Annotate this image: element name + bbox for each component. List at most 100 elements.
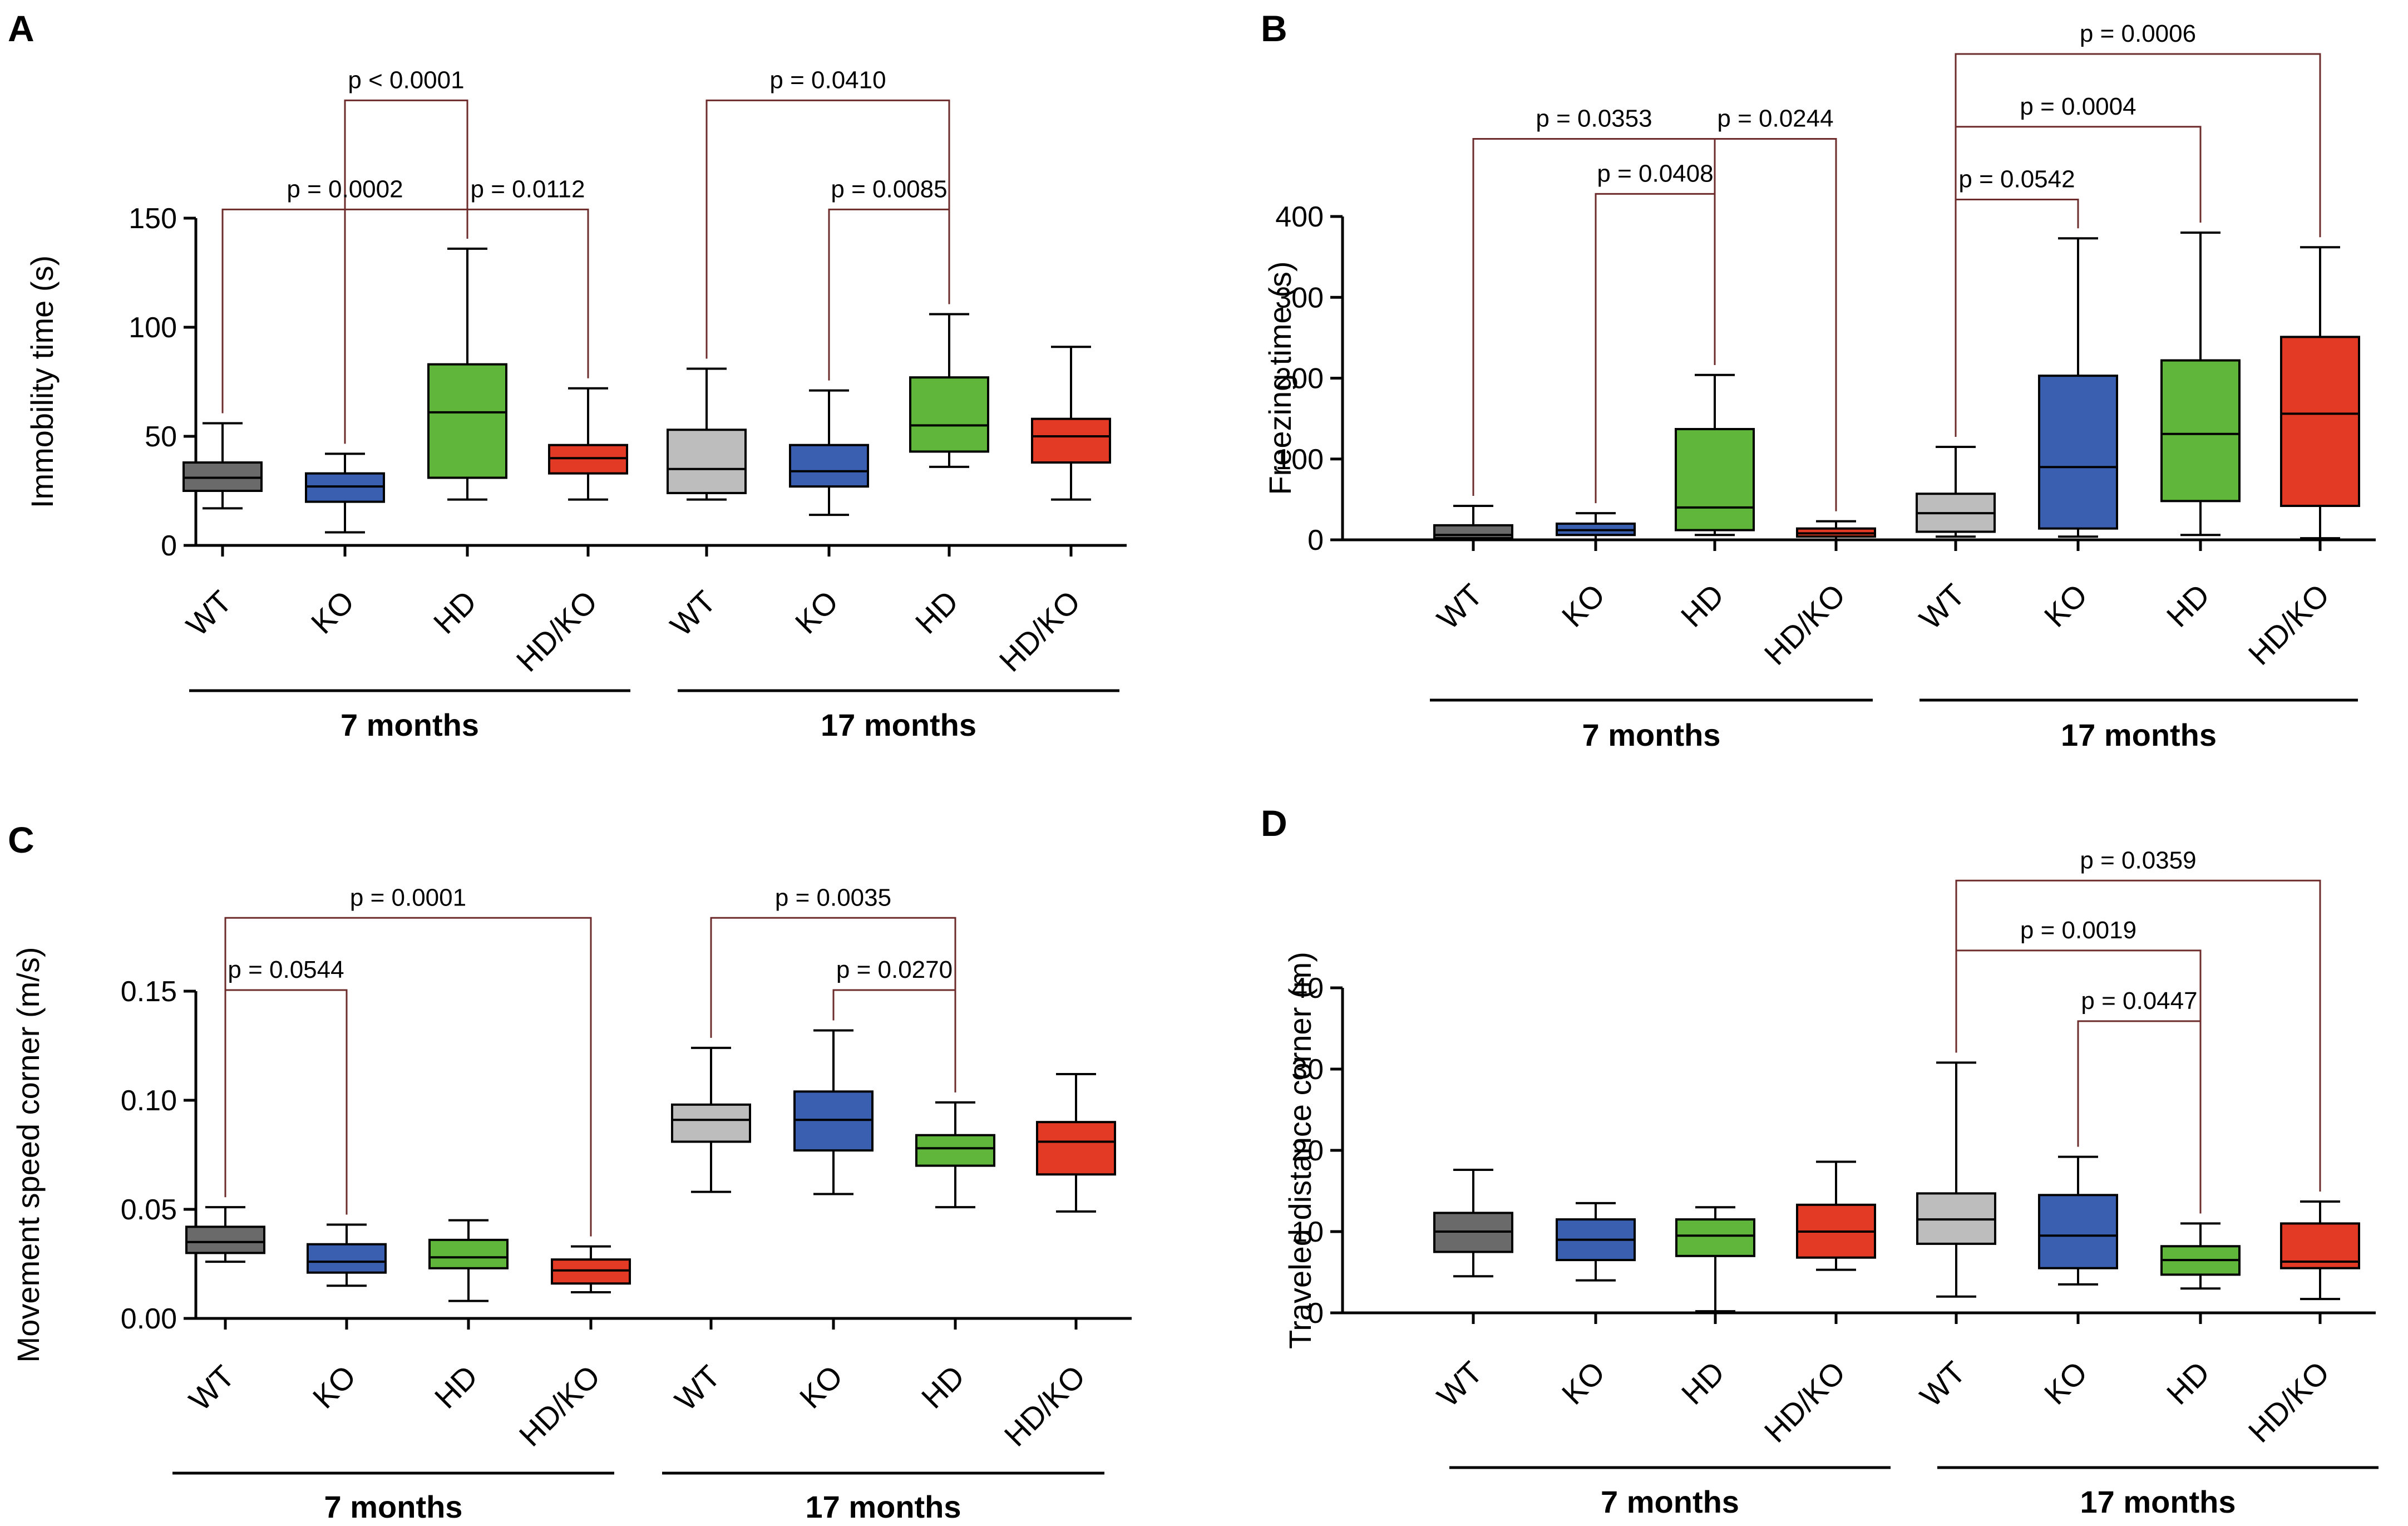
- category-label: HD: [909, 584, 965, 641]
- y-axis-title: Traveled distance corner (m): [1282, 952, 1318, 1349]
- category-label: KO: [1555, 1355, 1612, 1411]
- group-label: 17 months: [2061, 717, 2217, 752]
- p-value-label: p < 0.0001: [348, 66, 464, 93]
- category-label: WT: [663, 584, 722, 643]
- box-plot-6: [2038, 237, 2118, 538]
- p-value-label: p = 0.0006: [2080, 20, 2196, 47]
- category-label: WT: [1430, 1355, 1489, 1414]
- group-label: 7 months: [1582, 717, 1721, 752]
- box-plot-6: [793, 1029, 874, 1195]
- box-plot-1: [1433, 1169, 1513, 1278]
- bracket-line: [1955, 53, 2321, 437]
- significance-bracket: p = 0.0112: [466, 175, 589, 378]
- category-label: KO: [306, 1358, 363, 1415]
- bracket-line: [2077, 1020, 2202, 1214]
- box-iqr: [2038, 1194, 2118, 1269]
- box-plot-4: [548, 387, 628, 501]
- category-label: WT: [182, 1358, 241, 1417]
- category-label: HD: [1674, 577, 1731, 634]
- category-label: HD: [1675, 1355, 1731, 1411]
- p-value-label: p = 0.0410: [769, 66, 886, 93]
- significance-bracket: p = 0.0006: [1955, 20, 2321, 437]
- y-tick-label: 100: [1275, 444, 1324, 476]
- significance-bracket: p = 0.0544: [224, 956, 348, 1215]
- box-plot-5: [671, 1046, 751, 1193]
- box-plot-8: [2280, 1200, 2360, 1301]
- box-iqr: [1675, 428, 1755, 531]
- box-plot-8: [1031, 346, 1111, 501]
- y-tick-label: 200: [1275, 363, 1324, 395]
- panel-b: B 0 100 200 300 400 Freezing time (s) WT KO HD HD/…: [1261, 8, 2376, 752]
- category-label: WT: [1913, 1355, 1972, 1414]
- y-tick-label: 150: [129, 203, 177, 235]
- significance-bracket: p = 0.0359: [1955, 846, 2321, 1192]
- significance-bracket: p = 0.0410: [705, 66, 950, 359]
- category-label: WT: [668, 1358, 727, 1417]
- bracket-line: [1595, 193, 1716, 504]
- category-label: HD/KO: [2242, 577, 2336, 672]
- bracket-line: [1955, 198, 2079, 437]
- box-iqr: [2038, 375, 2118, 530]
- panel-letter: A: [8, 8, 34, 49]
- y-tick-label: 0: [161, 530, 177, 562]
- box-plot-7: [909, 313, 989, 468]
- y-tick-label: 40: [1291, 972, 1324, 1005]
- box-iqr: [1031, 417, 1111, 464]
- p-value-label: p = 0.0004: [2020, 93, 2136, 120]
- category-label: HD/KO: [1758, 1355, 1852, 1449]
- p-value-label: p = 0.0544: [228, 956, 344, 983]
- bracket-line: [344, 99, 468, 444]
- box-plot-1: [1433, 504, 1513, 541]
- box-plot-4: [1796, 520, 1876, 541]
- p-value-label: p = 0.0035: [775, 884, 891, 911]
- panel-a: A 0 50 100 150 Immobility time (s) WT KO HD HD/KO…: [8, 8, 1127, 742]
- box-iqr: [667, 429, 747, 494]
- significance-bracket: p = 0.0542: [1955, 165, 2079, 437]
- p-value-label: p = 0.0002: [287, 175, 403, 203]
- box-plot-2: [1556, 512, 1636, 541]
- box-iqr: [428, 1238, 509, 1269]
- category-label: WT: [1430, 577, 1489, 636]
- box-iqr: [915, 1134, 995, 1167]
- p-value-label: p = 0.0244: [1717, 105, 1833, 132]
- box-plot-7: [915, 1101, 995, 1209]
- p-value-label: p = 0.0001: [350, 884, 466, 911]
- box-plot-7: [2160, 232, 2241, 536]
- bracket-line: [832, 989, 956, 1092]
- bracket-line: [224, 989, 348, 1215]
- significance-bracket: p = 0.0447: [2077, 987, 2202, 1214]
- category-label: WT: [179, 584, 238, 643]
- box-iqr: [427, 363, 507, 479]
- p-value-label: p = 0.0112: [471, 175, 585, 203]
- y-tick-label: 50: [145, 421, 177, 453]
- y-tick-label: 0.15: [121, 976, 177, 1008]
- y-tick-label: 300: [1275, 282, 1324, 314]
- category-label: KO: [793, 1358, 850, 1415]
- category-label: HD: [428, 1358, 485, 1415]
- box-iqr: [789, 444, 869, 488]
- significance-bracket: p = 0.0001: [224, 884, 592, 1237]
- group-label: 17 months: [805, 1489, 961, 1524]
- box-plot-1: [182, 422, 263, 510]
- group-label: 17 months: [2080, 1484, 2236, 1519]
- y-tick-label: 20: [1291, 1135, 1324, 1167]
- category-label: HD/KO: [1758, 577, 1852, 672]
- panel-letter: D: [1261, 803, 1287, 844]
- box-iqr: [671, 1103, 751, 1143]
- group-label: 7 months: [341, 707, 479, 742]
- panel-letter: C: [8, 819, 34, 860]
- box-iqr: [1433, 524, 1513, 540]
- box-plot-6: [789, 389, 869, 516]
- category-label: KO: [788, 584, 845, 641]
- p-value-label: p = 0.0447: [2081, 987, 2197, 1015]
- box-iqr: [307, 1243, 387, 1274]
- box-plot-5: [1916, 445, 1996, 538]
- category-label: HD/KO: [998, 1358, 1092, 1453]
- bracket-line: [466, 208, 589, 378]
- box-plot-2: [305, 452, 385, 534]
- box-plot-8: [1036, 1072, 1116, 1213]
- box-plot-2: [307, 1223, 387, 1287]
- box-plot-3: [1675, 373, 1755, 536]
